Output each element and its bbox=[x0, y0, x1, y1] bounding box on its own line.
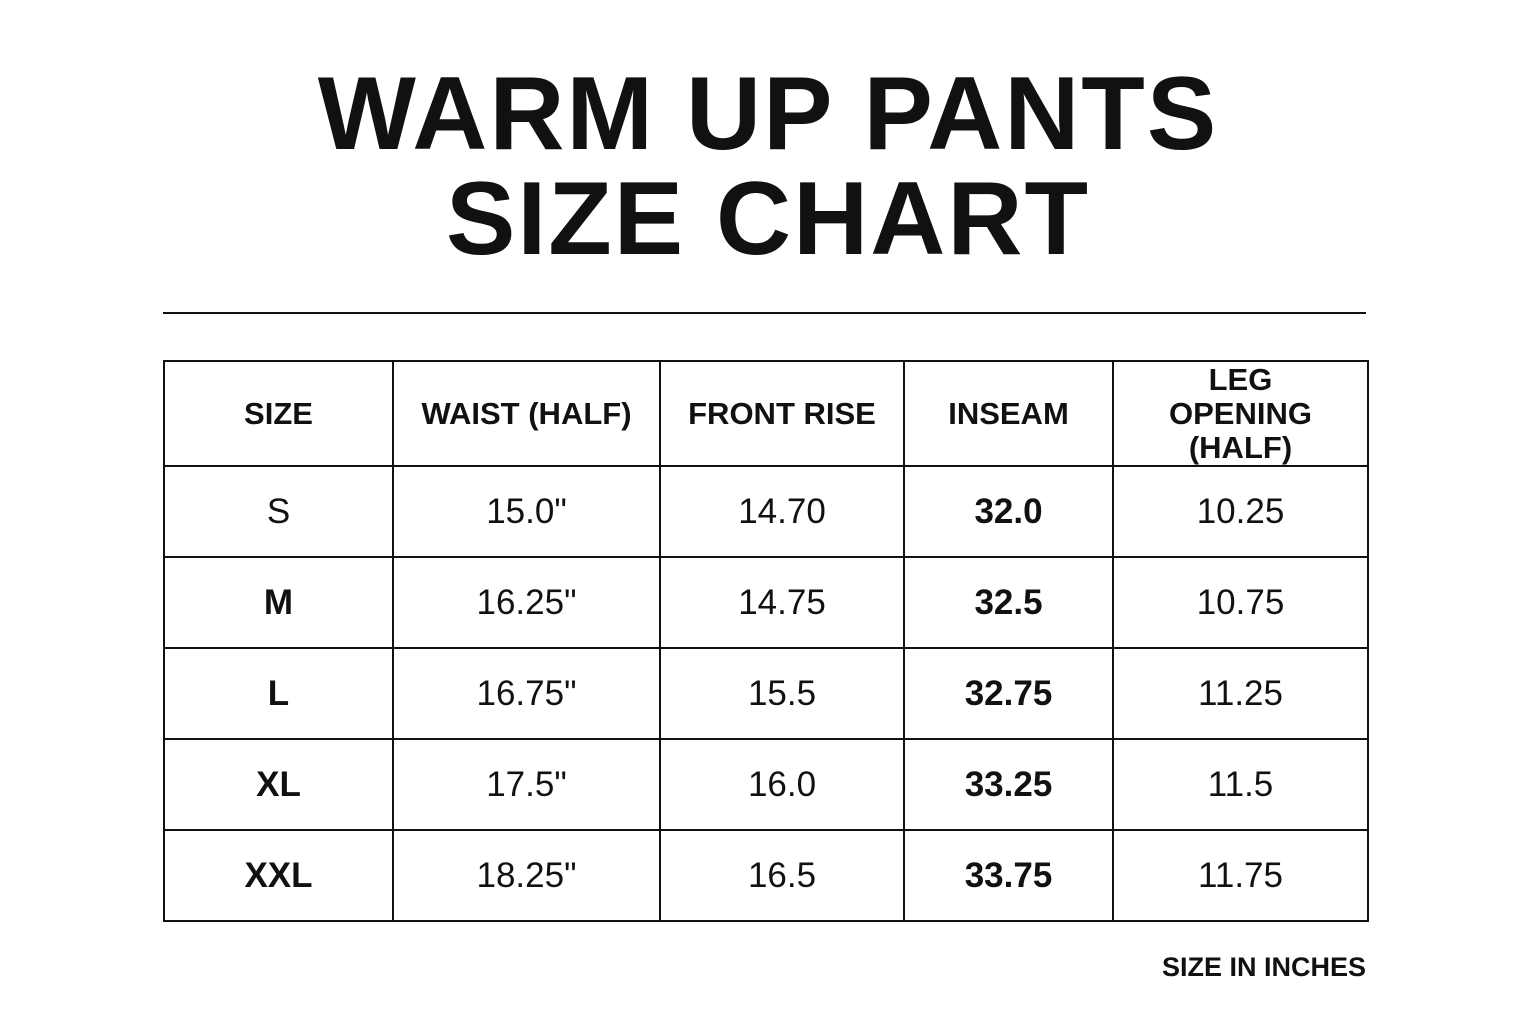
cell-size: S bbox=[163, 465, 394, 558]
cell-front-rise: 16.0 bbox=[659, 738, 905, 831]
cell-waist-half: 16.25" bbox=[392, 556, 661, 649]
table-header-row: SIZE WAIST (HALF) FRONT RISE INSEAM LEG OPEN… bbox=[163, 360, 1369, 467]
table-row: L 16.75" 15.5 32.75 11.25 bbox=[163, 647, 1369, 740]
cell-front-rise: 14.75 bbox=[659, 556, 905, 649]
cell-size: M bbox=[163, 556, 394, 649]
table-row: XXL 18.25" 16.5 33.75 11.75 bbox=[163, 829, 1369, 922]
cell-front-rise: 16.5 bbox=[659, 829, 905, 922]
cell-waist-half: 17.5" bbox=[392, 738, 661, 831]
column-header-size: SIZE bbox=[163, 360, 394, 467]
units-note: SIZE IN INCHES bbox=[1161, 952, 1366, 982]
table-row: XL 17.5" 16.0 33.25 11.5 bbox=[163, 738, 1369, 831]
cell-leg-opening-half: 11.5 bbox=[1112, 738, 1369, 831]
column-header-waist-half: WAIST (HALF) bbox=[392, 360, 661, 467]
cell-leg-opening-half: 11.25 bbox=[1112, 647, 1369, 740]
column-header-inseam: INSEAM bbox=[903, 360, 1114, 467]
table-row: M 16.25" 14.75 32.5 10.75 bbox=[163, 556, 1369, 649]
cell-waist-half: 15.0" bbox=[392, 465, 661, 558]
cell-waist-half: 16.75" bbox=[392, 647, 661, 740]
cell-front-rise: 15.5 bbox=[659, 647, 905, 740]
cell-leg-opening-half: 10.25 bbox=[1112, 465, 1369, 558]
size-table: SIZE WAIST (HALF) FRONT RISE INSEAM LEG OPEN… bbox=[163, 360, 1369, 922]
column-header-leg-opening-half: LEG OPENING (HALF) bbox=[1112, 360, 1369, 467]
table-row: S 15.0" 14.70 32.0 10.25 bbox=[163, 465, 1369, 558]
cell-inseam: 32.75 bbox=[903, 647, 1114, 740]
cell-waist-half: 18.25" bbox=[392, 829, 661, 922]
cell-inseam: 32.5 bbox=[903, 556, 1114, 649]
column-header-front-rise: FRONT RISE bbox=[659, 360, 905, 467]
title-line-2: SIZE CHART bbox=[446, 161, 1090, 277]
cell-inseam: 32.0 bbox=[903, 465, 1114, 558]
cell-inseam: 33.25 bbox=[903, 738, 1114, 831]
cell-leg-opening-half: 11.75 bbox=[1112, 829, 1369, 922]
cell-size: XXL bbox=[163, 829, 394, 922]
divider bbox=[163, 312, 1366, 314]
cell-front-rise: 14.70 bbox=[659, 465, 905, 558]
cell-size: XL bbox=[163, 738, 394, 831]
cell-leg-opening-half: 10.75 bbox=[1112, 556, 1369, 649]
title-line-1: WARM UP PANTS bbox=[317, 56, 1219, 172]
cell-size: L bbox=[163, 647, 394, 740]
cell-inseam: 33.75 bbox=[903, 829, 1114, 922]
